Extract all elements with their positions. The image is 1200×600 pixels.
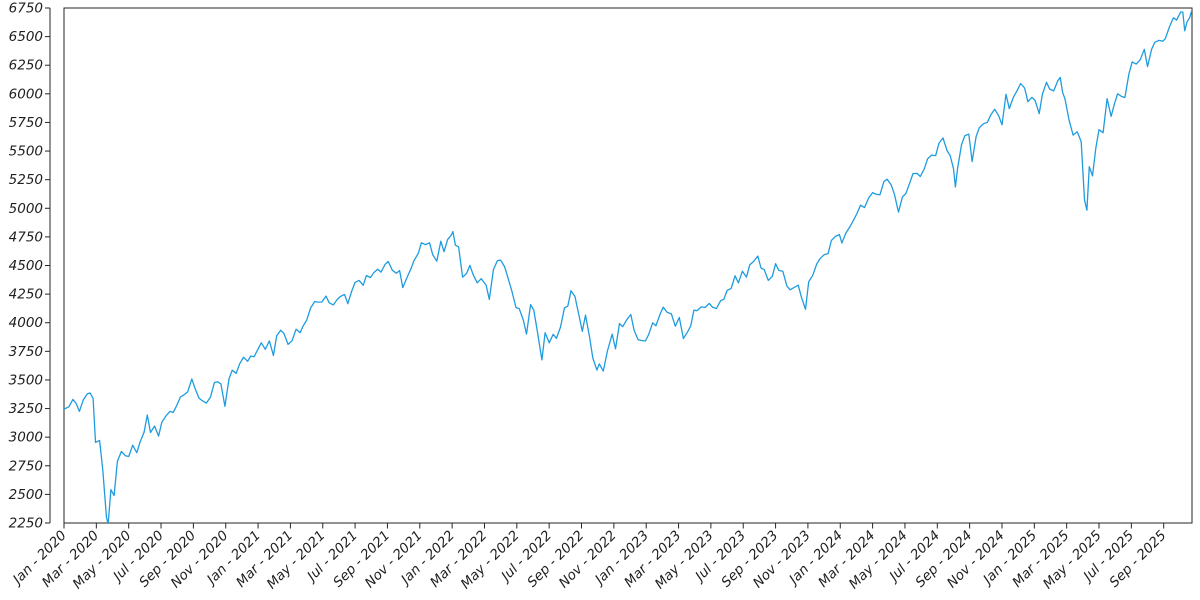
plot-border [63, 7, 1193, 524]
y-tick-label: 2250 [9, 516, 43, 532]
y-tick-label: 2500 [9, 487, 43, 503]
y-tick-label: 6750 [9, 1, 43, 17]
y-tick-label: 5250 [9, 172, 43, 188]
y-tick-label: 4000 [9, 315, 43, 331]
price-line-index-price [64, 9, 1192, 523]
y-tick-label: 6250 [9, 58, 43, 74]
y-tick-label: 5750 [9, 115, 43, 131]
y-tick-label: 3500 [9, 372, 43, 388]
y-tick-label: 6500 [9, 29, 43, 45]
y-tick-label: 3000 [9, 430, 43, 446]
y-tick-label: 4500 [9, 258, 43, 274]
y-tick-label: 2750 [9, 458, 43, 474]
y-tick-label: 3750 [9, 344, 43, 360]
y-tick-label: 5000 [9, 201, 43, 217]
y-tick-label: 3250 [9, 401, 43, 417]
y-tick-label: 4250 [9, 287, 43, 303]
y-tick-label: 5500 [9, 144, 43, 160]
y-tick-label: 4750 [9, 229, 43, 245]
y-tick-label: 6000 [9, 86, 43, 102]
